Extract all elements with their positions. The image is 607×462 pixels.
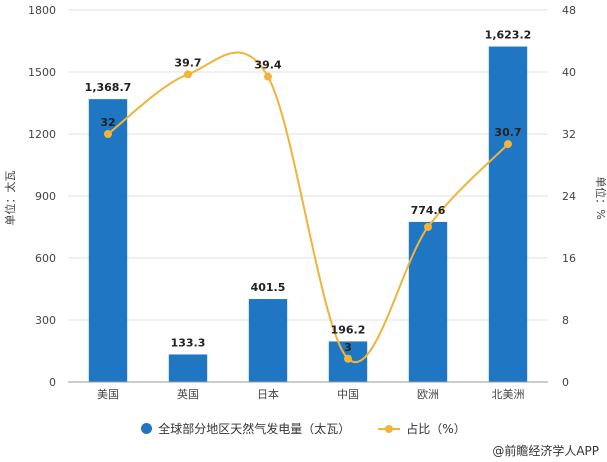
y-axis-title-right: 单位：%: [594, 176, 607, 219]
line-point: [424, 223, 432, 231]
line-path: [107, 51, 509, 363]
bar: [88, 99, 128, 383]
line-point: [504, 140, 512, 149]
line-value-label: 30.7: [494, 126, 521, 139]
y-tick-right: 40: [562, 66, 576, 79]
y-tick-right: 32: [562, 128, 576, 141]
bar-value-label: 1,368.7: [85, 81, 132, 94]
y-tick-left: 1800: [28, 4, 56, 17]
line-value-label: 3: [344, 341, 352, 354]
line-point: [184, 70, 192, 79]
line-point: [104, 130, 112, 138]
bar: [488, 46, 528, 382]
y-tick-left: 300: [35, 314, 56, 327]
legend-item-line[interactable]: 占比（%）: [378, 420, 466, 437]
y-tick-left: 900: [35, 190, 56, 203]
bar: [408, 221, 448, 382]
legend-line-marker: [378, 423, 401, 434]
y-tick-left: 1200: [28, 128, 56, 141]
x-tick: 中国: [337, 388, 359, 401]
y-axis-title-left: 单位：太瓦: [3, 171, 17, 226]
line-point: [264, 72, 272, 81]
bar: [248, 299, 288, 382]
line-value-label: 39.4: [254, 59, 281, 72]
y-tick-left: 600: [35, 252, 56, 265]
bar-value-label: 401.5: [251, 281, 286, 294]
y-tick-right: 48: [562, 4, 576, 17]
bar-value-label: 1,623.2: [485, 29, 532, 42]
bar-value-label: 774.6: [411, 204, 446, 217]
source-credit: @前瞻经济学人APP: [492, 444, 599, 458]
bar-series: [88, 46, 528, 383]
data-labels: 1,368.7 133.3 401.5 196.2 774.6 1,623.2 32 39.7…: [85, 29, 532, 354]
y-tick-right: 24: [562, 190, 576, 203]
bar-value-label: 133.3: [171, 336, 206, 349]
y-tick-left: 0: [49, 376, 56, 389]
y-tick-right: 16: [562, 252, 576, 265]
legend-item-bar[interactable]: 全球部分地区天然气发电量（太瓦）: [141, 420, 350, 437]
y-tick-left: 1500: [28, 66, 56, 79]
bar-value-label: 196.2: [331, 323, 366, 336]
legend-bar-marker: [141, 423, 153, 434]
y-tick-right: 0: [562, 376, 569, 389]
legend: 全球部分地区天然气发电量（太瓦） 占比（%）: [0, 420, 607, 437]
legend-line-label: 占比（%）: [406, 422, 466, 436]
y-tick-right: 8: [562, 314, 569, 327]
line-series: [104, 51, 512, 363]
line-value-label: 39.7: [174, 56, 201, 69]
x-tick: 英国: [177, 387, 199, 401]
bar: [168, 354, 208, 382]
x-tick: 美国: [97, 388, 119, 401]
axes: 0 300 600 900 1200 1500 1800 0 8 16 24 32 40 48 美国 英国 日本…: [28, 4, 576, 401]
x-tick: 日本: [257, 387, 279, 401]
line-point: [344, 354, 352, 363]
gridlines: [68, 9, 548, 383]
line-value-label: 32: [100, 116, 115, 129]
chart: 1,368.7 133.3 401.5 196.2 774.6 1,623.2 32 39.7…: [3, 4, 607, 401]
x-tick: 北美洲: [492, 388, 525, 401]
x-tick: 欧洲: [417, 388, 439, 401]
legend-bar-label: 全球部分地区天然气发电量（太瓦）: [158, 422, 351, 436]
